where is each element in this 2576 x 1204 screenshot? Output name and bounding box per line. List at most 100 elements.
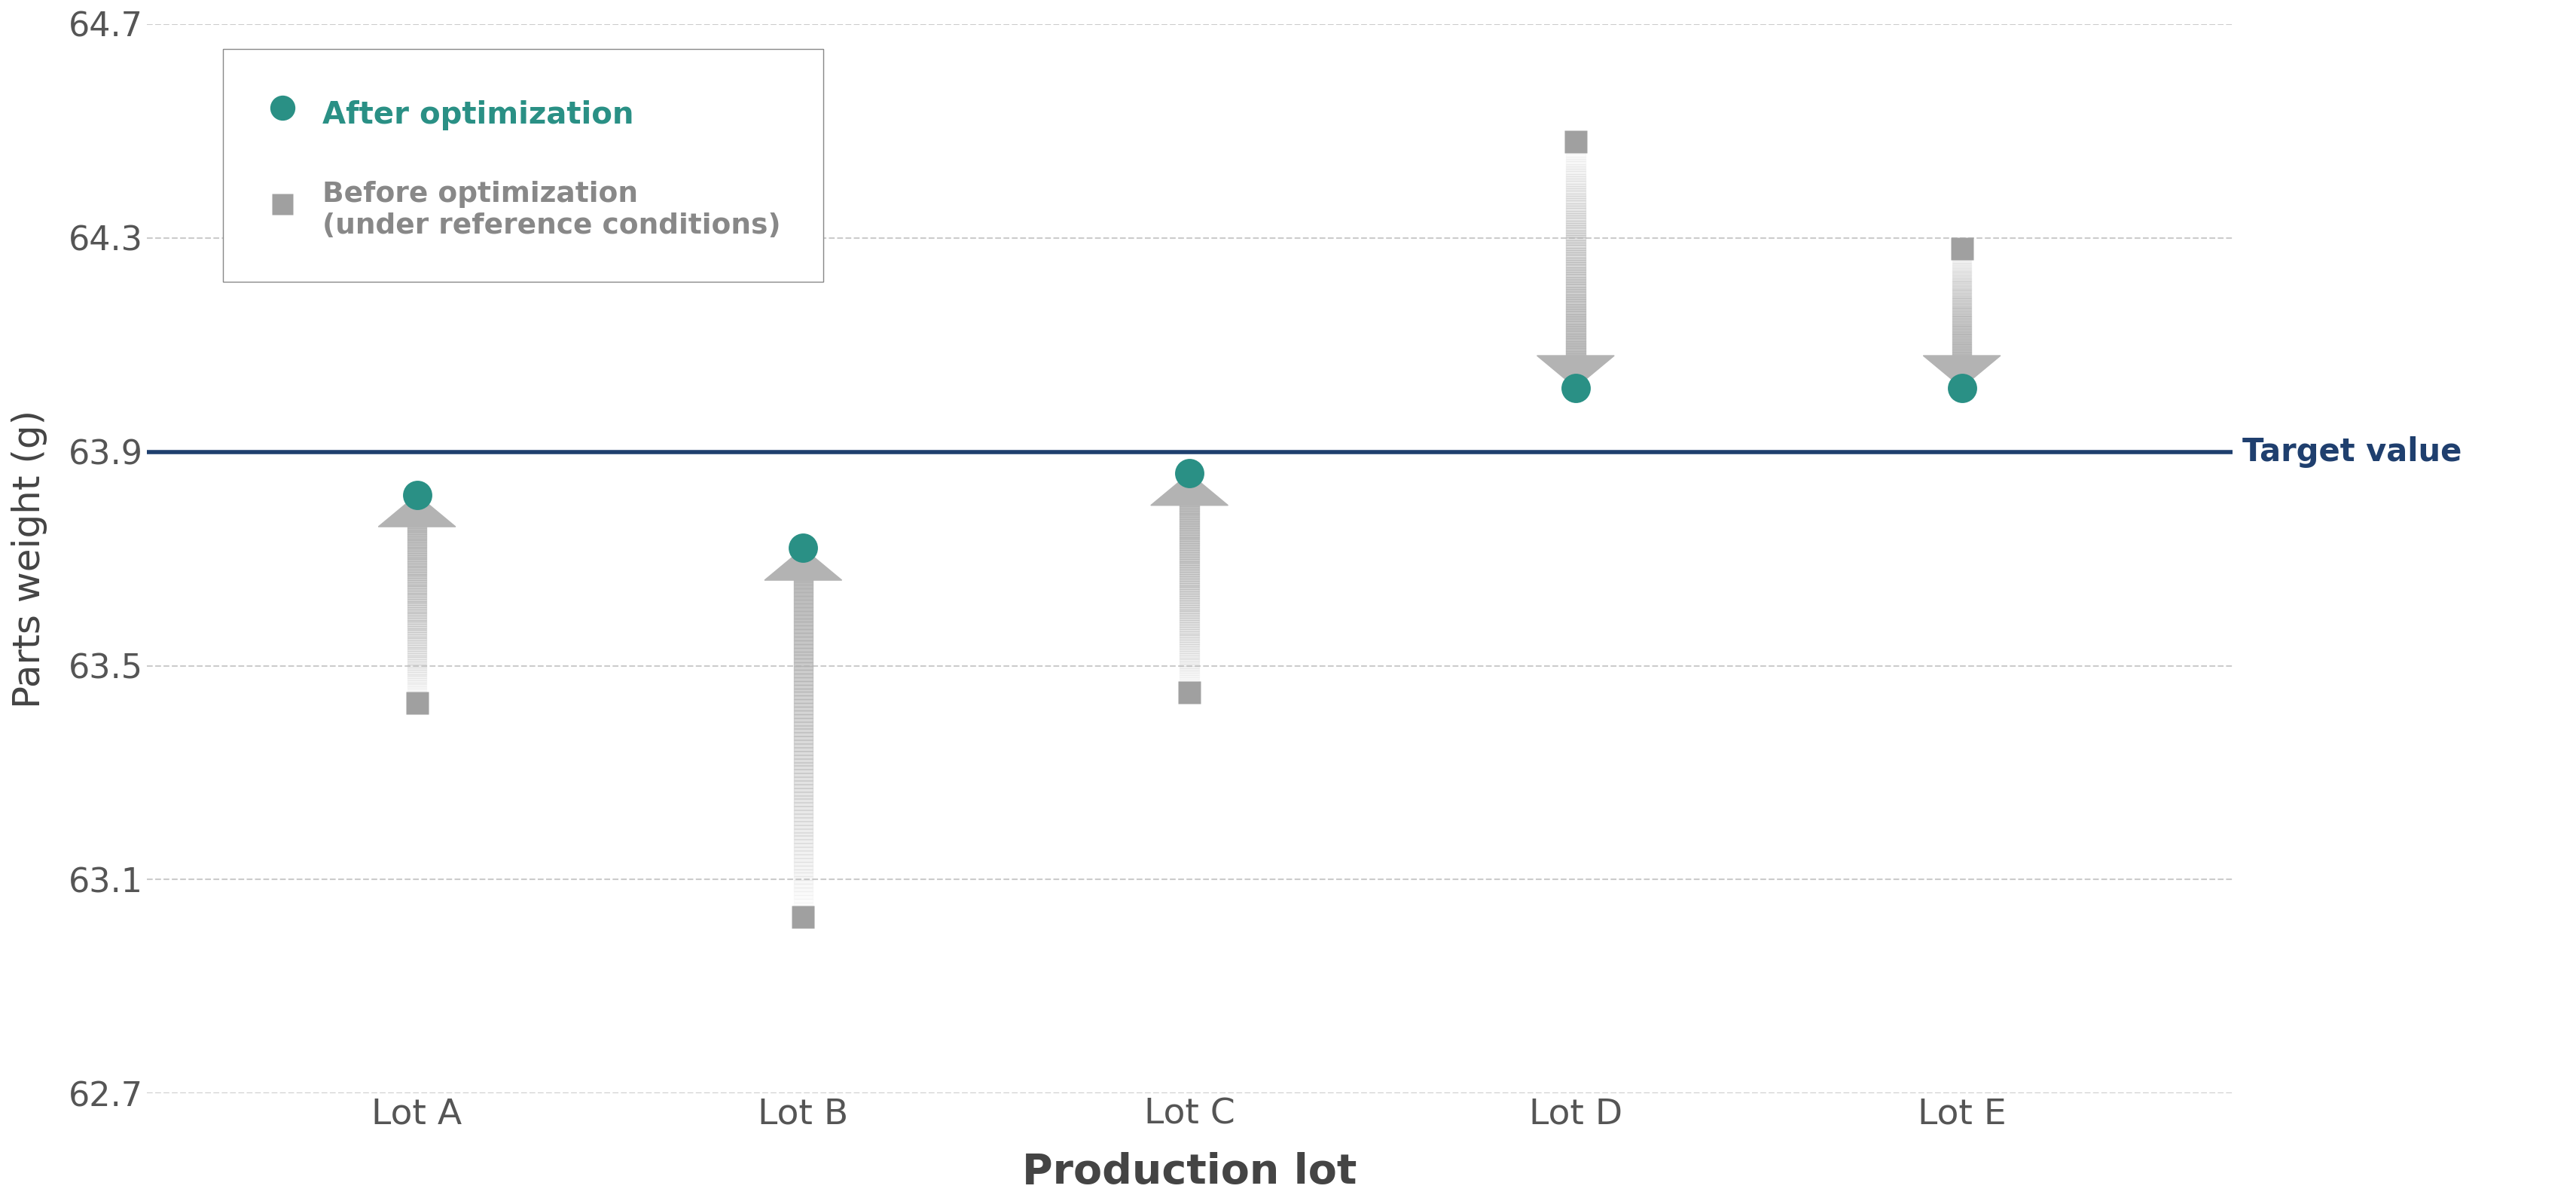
FancyArrow shape [793,622,814,626]
FancyArrow shape [1566,346,1584,348]
FancyArrow shape [793,677,814,681]
FancyArrow shape [1566,312,1584,314]
FancyArrow shape [1953,300,1971,301]
FancyArrow shape [793,582,814,585]
FancyArrow shape [407,674,428,677]
FancyArrow shape [1953,285,1971,287]
FancyArrow shape [407,653,428,655]
FancyArrow shape [1953,368,1971,370]
FancyArrow shape [1953,360,1971,361]
FancyArrow shape [407,563,428,566]
FancyArrow shape [407,607,428,609]
FancyArrow shape [1566,314,1584,317]
FancyArrow shape [793,725,814,728]
FancyArrow shape [1180,580,1198,583]
FancyArrow shape [407,551,428,553]
FancyArrow shape [1566,291,1584,294]
FancyArrow shape [1566,364,1584,366]
FancyArrow shape [793,744,814,748]
FancyArrow shape [1180,588,1198,590]
FancyArrow shape [407,543,428,544]
FancyArrow shape [1566,361,1584,364]
FancyArrow shape [793,555,814,559]
FancyArrow shape [793,862,814,866]
FancyArrow shape [1180,515,1198,517]
FancyArrow shape [1180,556,1198,559]
FancyArrow shape [1953,359,1971,360]
FancyArrow shape [1180,657,1198,660]
FancyArrow shape [1180,539,1198,542]
FancyArrow shape [407,655,428,657]
FancyArrow shape [793,821,814,825]
FancyArrow shape [1566,220,1584,223]
FancyArrow shape [793,689,814,692]
FancyArrow shape [1180,497,1198,500]
FancyArrow shape [1953,277,1971,278]
FancyArrow shape [1180,480,1198,482]
FancyArrow shape [1180,627,1198,628]
FancyArrow shape [1566,218,1584,220]
FancyArrow shape [793,891,814,895]
FancyArrow shape [407,638,428,641]
FancyArrow shape [1180,524,1198,526]
FancyArrow shape [379,495,456,526]
FancyArrow shape [407,520,428,521]
FancyArrow shape [1180,620,1198,622]
FancyArrow shape [407,660,428,661]
FancyArrow shape [1566,376,1584,378]
FancyArrow shape [407,601,428,603]
FancyArrow shape [1180,482,1198,484]
FancyArrow shape [1566,173,1584,176]
FancyArrow shape [1566,187,1584,189]
FancyArrow shape [1953,379,1971,380]
X-axis label: Production lot: Production lot [1023,1152,1358,1193]
FancyArrow shape [1566,248,1584,250]
FancyArrow shape [1180,628,1198,631]
FancyArrow shape [1953,330,1971,331]
FancyArrow shape [1566,265,1584,267]
FancyArrow shape [1180,591,1198,594]
FancyArrow shape [1566,350,1584,353]
FancyArrow shape [1180,625,1198,627]
FancyArrow shape [1566,331,1584,334]
FancyArrow shape [1953,384,1971,385]
FancyArrow shape [793,655,814,659]
FancyArrow shape [407,678,428,680]
FancyArrow shape [1180,553,1198,554]
FancyArrow shape [1953,361,1971,362]
FancyArrow shape [407,555,428,557]
FancyArrow shape [793,721,814,725]
FancyArrow shape [1180,642,1198,644]
FancyArrow shape [407,630,428,632]
FancyArrow shape [1180,662,1198,663]
FancyArrow shape [1180,673,1198,675]
FancyArrow shape [793,737,814,740]
FancyArrow shape [793,692,814,696]
FancyArrow shape [1953,264,1971,265]
FancyArrow shape [1953,319,1971,321]
FancyArrow shape [1953,325,1971,326]
FancyArrow shape [1180,478,1198,480]
FancyArrow shape [1180,615,1198,618]
FancyArrow shape [1953,350,1971,352]
FancyArrow shape [1180,537,1198,539]
FancyArrow shape [407,503,428,504]
FancyArrow shape [1953,317,1971,318]
FancyArrow shape [1180,655,1198,657]
FancyArrow shape [1180,572,1198,574]
FancyArrow shape [1566,260,1584,262]
FancyArrow shape [1566,329,1584,331]
FancyArrow shape [1924,355,2002,388]
FancyArrow shape [1953,273,1971,275]
FancyArrow shape [1180,491,1198,492]
FancyArrow shape [1566,181,1584,183]
FancyArrow shape [407,589,428,591]
FancyArrow shape [1953,332,1971,334]
FancyArrow shape [407,647,428,649]
FancyArrow shape [1953,380,1971,382]
FancyArrow shape [793,630,814,633]
FancyArrow shape [1953,372,1971,373]
FancyArrow shape [407,584,428,586]
FancyArrow shape [793,589,814,592]
FancyArrow shape [1180,569,1198,572]
